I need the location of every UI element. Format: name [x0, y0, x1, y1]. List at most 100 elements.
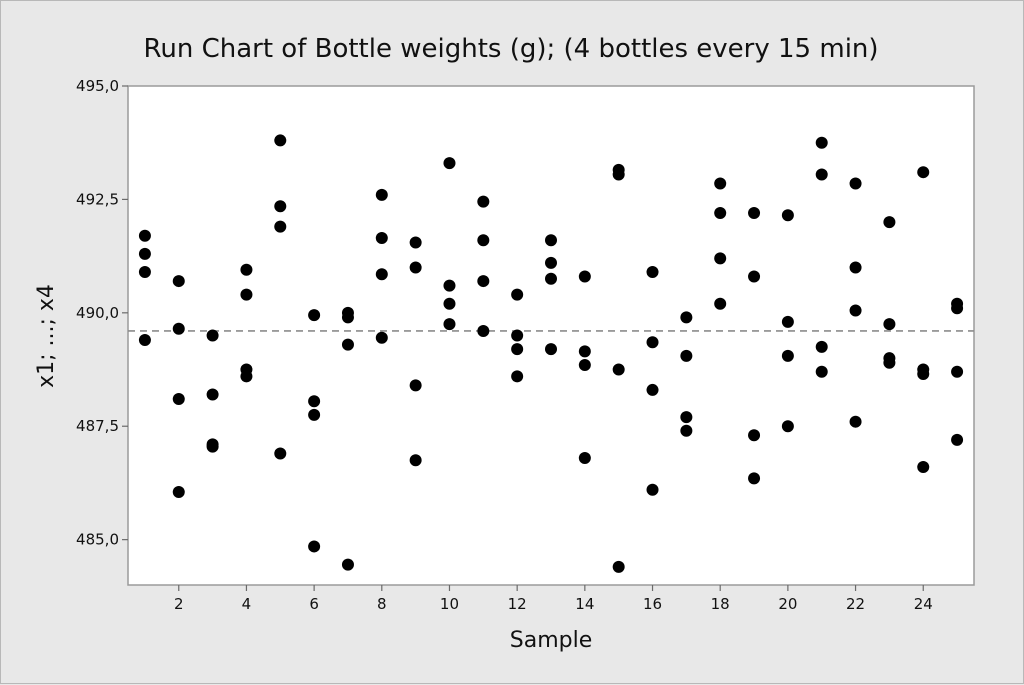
data-point: [883, 216, 896, 229]
data-point: [511, 370, 524, 383]
data-point: [951, 302, 964, 315]
data-point: [815, 136, 828, 149]
data-point: [883, 318, 896, 331]
data-point: [341, 311, 354, 324]
data-point: [341, 338, 354, 351]
data-point: [646, 336, 659, 349]
data-point: [511, 288, 524, 301]
data-point: [849, 177, 862, 190]
x-tick-label: 16: [643, 595, 662, 613]
data-point: [308, 395, 321, 408]
plot-area: [127, 85, 975, 586]
data-point: [375, 188, 388, 201]
x-tick-label: 10: [440, 595, 459, 613]
x-tick-label: 14: [575, 595, 594, 613]
data-point: [206, 388, 219, 401]
data-point: [578, 345, 591, 358]
x-tick-label: 20: [778, 595, 797, 613]
data-point: [274, 134, 287, 147]
data-point: [274, 220, 287, 233]
y-tick-label: 495,0: [76, 77, 119, 95]
data-point: [951, 365, 964, 378]
x-tick-label: 22: [846, 595, 865, 613]
data-point: [646, 483, 659, 496]
x-tick-label: 2: [174, 595, 184, 613]
data-point: [409, 379, 422, 392]
data-point: [545, 272, 557, 285]
data-point: [781, 349, 794, 362]
data-point: [409, 236, 422, 249]
data-point: [680, 411, 693, 424]
data-point: [308, 309, 321, 322]
data-point: [917, 461, 930, 474]
data-point: [240, 288, 253, 301]
data-point: [781, 209, 794, 222]
data-point: [545, 234, 557, 247]
data-point: [138, 334, 151, 347]
data-point: [240, 263, 253, 276]
data-point: [172, 393, 185, 406]
data-point: [477, 234, 490, 247]
data-point: [748, 472, 761, 485]
data-point: [138, 265, 151, 278]
data-point: [409, 454, 422, 467]
data-points: [138, 134, 964, 573]
data-point: [714, 207, 727, 220]
data-point: [443, 297, 456, 310]
data-point: [714, 297, 727, 310]
data-point: [646, 265, 659, 278]
data-point: [781, 420, 794, 433]
data-point: [477, 324, 490, 337]
data-point: [172, 275, 185, 288]
data-point: [274, 447, 287, 460]
data-point: [612, 560, 625, 573]
data-point: [308, 408, 321, 421]
data-point: [951, 433, 964, 446]
data-point: [883, 356, 896, 369]
y-axis-title: x1; ...; x4: [34, 284, 59, 388]
data-point: [545, 256, 557, 269]
y-tick-label: 492,5: [76, 190, 119, 208]
data-point: [781, 315, 794, 328]
data-point: [375, 268, 388, 281]
data-point: [646, 383, 659, 396]
data-point: [172, 322, 185, 335]
data-point: [815, 365, 828, 378]
data-point: [748, 270, 761, 283]
data-point: [240, 370, 253, 383]
data-point: [748, 429, 761, 442]
data-point: [815, 340, 828, 353]
data-point: [815, 168, 828, 181]
data-point: [917, 166, 930, 179]
data-point: [443, 279, 456, 292]
x-tick-label: 18: [711, 595, 730, 613]
chart-title: Run Chart of Bottle weights (g); (4 bott…: [143, 34, 878, 64]
data-point: [612, 363, 625, 376]
data-point: [917, 368, 930, 381]
data-point: [274, 200, 287, 213]
y-tick-label: 485,0: [76, 531, 119, 549]
data-point: [748, 207, 761, 220]
x-tick-label: 4: [242, 595, 252, 613]
y-tick-label: 487,5: [76, 417, 119, 435]
data-point: [375, 231, 388, 244]
data-point: [477, 275, 490, 288]
data-point: [138, 229, 151, 242]
data-point: [206, 329, 219, 342]
data-point: [443, 157, 456, 170]
y-axis: 485,0 487,5 490,0 492,5 495,0: [76, 77, 128, 549]
data-point: [680, 424, 693, 437]
data-point: [511, 343, 524, 356]
x-axis: 2 4 6 8 10 12 14 16 18 20 22 24: [174, 585, 933, 613]
data-point: [409, 261, 422, 274]
data-point: [849, 415, 862, 428]
x-tick-label: 24: [914, 595, 933, 613]
data-point: [172, 486, 185, 499]
data-point: [578, 270, 591, 283]
data-point: [714, 252, 727, 265]
data-point: [578, 358, 591, 371]
x-axis-title: Sample: [510, 628, 593, 653]
x-tick-label: 6: [309, 595, 319, 613]
